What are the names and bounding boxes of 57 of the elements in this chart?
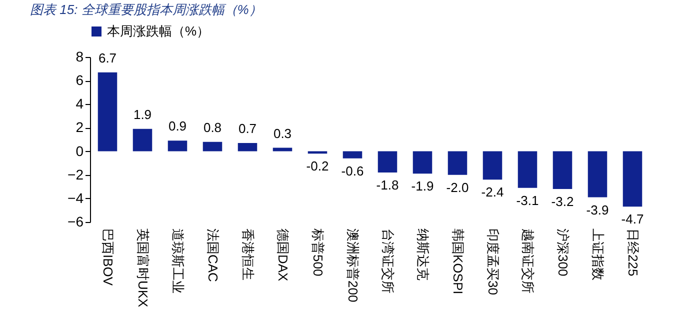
x-tick-label: 巴西IBOV	[100, 228, 116, 286]
x-tick-label: 越南证交所	[520, 228, 536, 294]
legend-label: 本周涨跌幅（%）	[107, 24, 210, 38]
data-label: -3.1	[516, 192, 539, 208]
bar	[132, 128, 152, 152]
data-label: 0.9	[168, 118, 187, 134]
x-tick-label: 英国富时UKX	[136, 228, 150, 308]
bar	[412, 151, 432, 174]
x-tick-label: 韩国KOSPI	[450, 228, 466, 294]
chart-title: 图表 15: 全球重要股指本周涨跌幅（%）	[30, 2, 262, 17]
y-tick-label: −2	[68, 166, 84, 182]
x-tick-label: 上证指数	[590, 228, 606, 280]
data-label: 0.3	[273, 126, 292, 141]
data-label: -1.8	[376, 178, 399, 192]
x-tick-label: 香港恒生	[240, 228, 256, 280]
x-tick-label: 沪深300	[556, 228, 570, 276]
bar	[622, 151, 642, 207]
bar	[588, 151, 608, 198]
bar	[272, 148, 292, 152]
x-tick-label: 道琼斯工业	[170, 228, 186, 294]
x-tick-label: 纳斯达克	[416, 228, 430, 280]
bar	[202, 142, 222, 152]
x-tick-label: 法国CAC	[206, 228, 220, 282]
data-label: -3.9	[586, 202, 609, 218]
data-label: 6.7	[98, 50, 117, 66]
x-tick-label: 标普500	[310, 228, 326, 276]
data-label: 1.9	[133, 106, 152, 122]
bar	[378, 151, 398, 172]
data-label: -2.0	[446, 180, 469, 195]
bar	[238, 143, 258, 152]
bar	[448, 151, 468, 175]
data-label: 0.8	[203, 120, 222, 135]
y-tick-label: 0	[76, 142, 84, 159]
y-tick-label: −6	[68, 214, 84, 230]
y-tick-label: 4	[76, 96, 84, 112]
bar	[168, 140, 188, 152]
bar	[552, 151, 572, 189]
data-label: -4.7	[621, 212, 644, 227]
x-tick-label: 台湾证交所	[380, 228, 396, 294]
bar	[518, 151, 538, 188]
y-tick-label: 8	[76, 48, 84, 64]
x-tick-label: 日经225	[626, 228, 640, 276]
x-tick-label: 印度孟买30	[486, 228, 500, 295]
bar	[98, 72, 118, 152]
data-label: -1.9	[411, 178, 434, 194]
data-label: -0.6	[341, 163, 364, 178]
x-tick-label: 澳洲标普200	[346, 228, 360, 302]
data-label: 0.7	[238, 121, 257, 136]
data-label: -0.2	[306, 158, 329, 174]
bar	[482, 151, 502, 180]
y-tick-label: 2	[76, 119, 84, 136]
y-tick-label: 6	[76, 72, 84, 88]
data-label: -2.4	[481, 184, 504, 200]
y-tick-label: −4	[68, 190, 84, 206]
x-tick-label: 德国DAX	[276, 228, 290, 282]
data-label: -3.2	[551, 194, 574, 209]
bar	[342, 151, 362, 158]
